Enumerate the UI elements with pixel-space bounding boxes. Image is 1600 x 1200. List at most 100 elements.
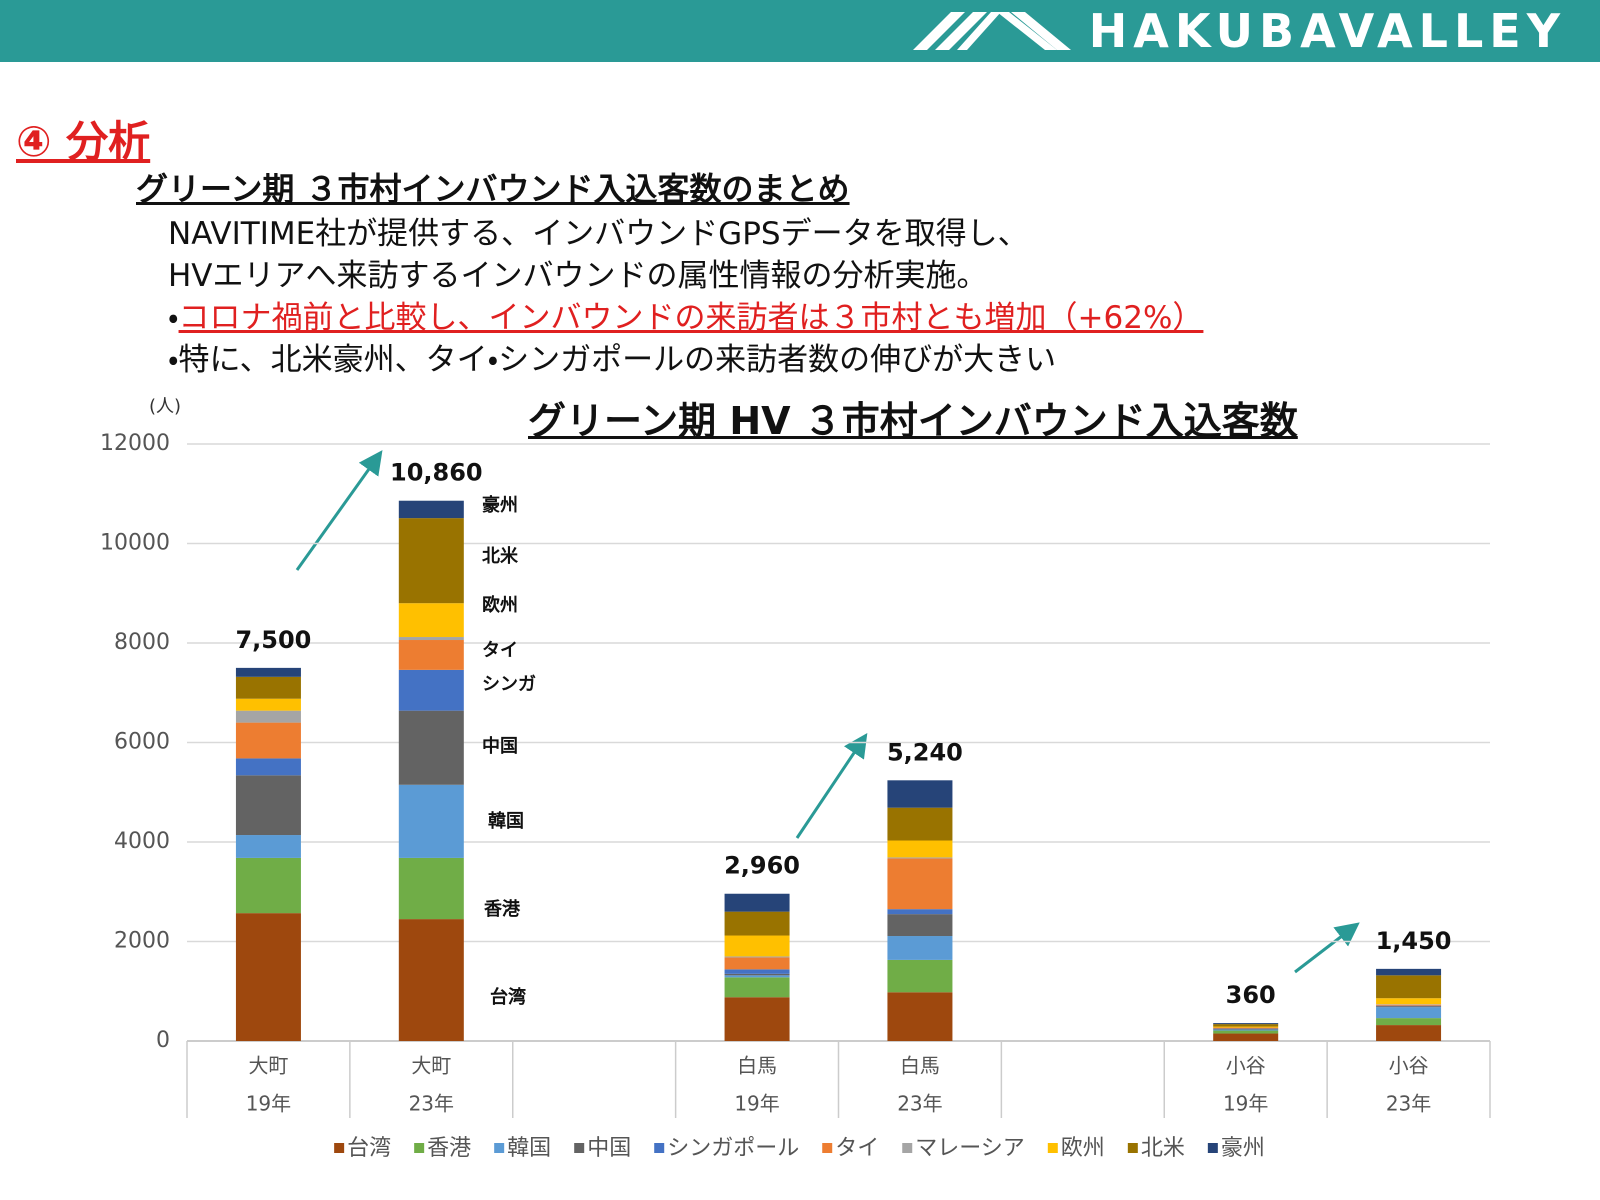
bar-segment <box>1376 1004 1442 1006</box>
x-tick-label: 大町 <box>248 1054 288 1078</box>
x-tick-label: 19年 <box>1223 1092 1268 1116</box>
bar-segment <box>1376 975 1442 999</box>
x-tick-label: 23年 <box>897 1092 942 1116</box>
legend-swatch <box>574 1143 585 1153</box>
x-tick-label: 白馬 <box>900 1054 940 1078</box>
bar-segment <box>398 857 464 920</box>
bar-segment <box>724 973 790 976</box>
segment-annotation: 豪州 <box>482 494 518 516</box>
x-tick-label: 23年 <box>1386 1092 1431 1116</box>
segment-annotation: タイ <box>482 640 518 661</box>
bar-segment <box>235 667 301 677</box>
legend-swatch <box>1127 1143 1138 1153</box>
bullet-text: コロナ禍前と比較し、インバウンドの来訪者は３市村とも増加（+62%） <box>178 300 1204 336</box>
bar-segment <box>398 640 464 670</box>
x-tick-label: 23年 <box>409 1092 454 1116</box>
body-line: NAVITIME社が提供する、インバウンドGPSデータを取得し、 <box>168 216 1029 252</box>
y-tick-label: 12000 <box>100 431 170 456</box>
bar-segment <box>1213 1026 1279 1028</box>
bar-segment <box>887 959 953 993</box>
bar-segment <box>887 992 953 1041</box>
y-tick-label: 2000 <box>114 929 170 954</box>
bar-segment <box>1376 1018 1442 1026</box>
segment-annotation: 北米 <box>482 545 519 567</box>
legend-swatch <box>902 1143 913 1153</box>
bar-segment <box>235 698 301 711</box>
total-label: 5,240 <box>887 738 963 766</box>
legend-swatch <box>1207 1143 1218 1153</box>
bar-segment <box>1213 1033 1279 1041</box>
y-tick-label: 10000 <box>100 531 170 556</box>
bar-segment <box>887 914 953 937</box>
bar-segment <box>398 603 464 638</box>
bar-segment <box>235 913 301 1041</box>
bar-segment <box>887 858 953 910</box>
total-label: 10,860 <box>390 459 483 487</box>
y-tick-label: 4000 <box>114 829 170 854</box>
bullet: ・コロナ禍前と比較し、インバウンドの来訪者は３市村とも増加（+62%） <box>168 292 1203 337</box>
x-tick-label: 19年 <box>734 1092 779 1116</box>
bar-segment <box>235 758 301 776</box>
y-tick-label: 0 <box>156 1028 170 1053</box>
bar-segment <box>398 518 464 604</box>
body-line: HVエリアへ来訪するインバウンドの属性情報の分析実施。 <box>168 258 988 294</box>
bar-segment <box>724 997 790 1041</box>
chart-title: グリーン期 HV ３市村インバウンド入込客数 <box>528 399 1298 443</box>
bar-segment <box>1376 968 1442 976</box>
legend-label: タイ <box>835 1136 879 1161</box>
bar-segment <box>887 840 953 858</box>
bar-segment <box>1213 1027 1279 1029</box>
bar-segment <box>1213 1029 1279 1031</box>
bullet-text: 特に、北米豪州、タイ・シンガポールの来訪者数の伸びが大きい <box>178 342 1057 378</box>
bar-segment <box>887 936 953 960</box>
segment-annotation: 欧州 <box>482 594 518 616</box>
bar-segment <box>724 911 790 936</box>
bar-segment <box>1376 1007 1442 1019</box>
bar-segment <box>887 857 953 859</box>
legend-swatch <box>494 1143 505 1153</box>
legend-label: 北米 <box>1141 1136 1185 1161</box>
x-tick-label: 小谷 <box>1389 1054 1429 1078</box>
x-tick-label: 白馬 <box>737 1054 777 1078</box>
total-label: 1,450 <box>1376 927 1452 955</box>
x-tick-label: 19年 <box>246 1092 291 1116</box>
bar-segment <box>1213 1023 1279 1025</box>
bar-segment <box>724 975 790 978</box>
bar-segment <box>724 969 790 974</box>
legend-label: 台湾 <box>347 1136 391 1161</box>
section-title: ④ 分析 <box>16 117 151 166</box>
bullet-marker: ・ <box>168 342 179 378</box>
bar-segment <box>1213 1024 1279 1027</box>
x-tick-label: 小谷 <box>1226 1054 1266 1078</box>
bar-segment <box>887 909 953 915</box>
legend-swatch <box>654 1143 665 1153</box>
legend-swatch <box>1047 1143 1058 1153</box>
logo-text: HAKUBAVALLEY <box>1088 4 1566 58</box>
legend-label: マレーシア <box>915 1136 1025 1161</box>
legend-label: 中国 <box>587 1136 631 1161</box>
bullet: ・特に、北米豪州、タイ・シンガポールの来訪者数の伸びが大きい <box>168 334 1056 379</box>
bar-segment <box>398 710 464 785</box>
bar-segment <box>724 977 790 998</box>
segment-annotation: 中国 <box>482 735 518 757</box>
legend-swatch <box>414 1143 425 1153</box>
segment-annotation: 台湾 <box>490 986 526 1008</box>
legend-label: 欧州 <box>1061 1136 1105 1161</box>
bar-segment <box>887 780 953 808</box>
bar-segment <box>398 500 464 519</box>
bullet-marker: ・ <box>168 300 179 336</box>
y-unit: (人) <box>149 396 181 417</box>
x-tick-label: 大町 <box>411 1054 451 1078</box>
bar-segment <box>235 775 301 836</box>
total-label: 7,500 <box>235 626 311 654</box>
bar-segment <box>235 857 301 914</box>
segment-annotation: 韓国 <box>488 810 524 832</box>
bar-segment <box>1376 1006 1442 1008</box>
bar-segment <box>235 710 301 723</box>
legend-label: 豪州 <box>1221 1136 1265 1161</box>
subtitle: グリーン期 ３市村インバウンド入込客数のまとめ <box>136 170 850 208</box>
bar-segment <box>398 637 464 641</box>
bar-segment <box>235 676 301 699</box>
